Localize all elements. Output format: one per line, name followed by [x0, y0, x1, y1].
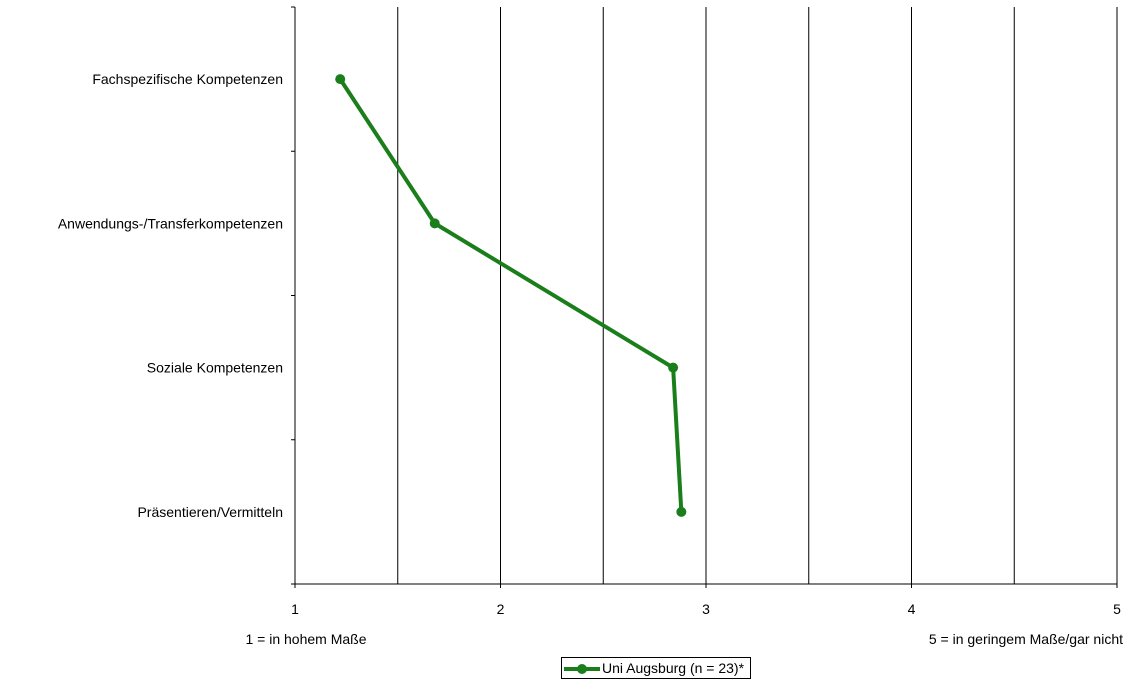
data-point	[335, 74, 346, 85]
x-tick-label: 2	[497, 601, 505, 617]
legend: Uni Augsburg (n = 23)*	[561, 657, 752, 679]
series-line	[335, 74, 687, 517]
x-tick-labels: 1 2 3 4 5	[291, 601, 1121, 617]
x-tick-label: 3	[702, 601, 710, 617]
legend-label: Uni Augsburg (n = 23)*	[602, 660, 745, 676]
grid-lines	[397, 7, 1118, 584]
x-min-label: 1 = in hohem Maße	[245, 631, 366, 647]
category-labels: Fachspezifische Kompetenzen Anwendungs-/T…	[58, 71, 283, 520]
axes	[291, 6, 1118, 588]
category-label: Anwendungs-/Transferkompetenzen	[58, 215, 283, 231]
x-max-label: 5 = in geringem Maße/gar nicht	[929, 631, 1123, 647]
x-tick-label: 5	[1113, 601, 1121, 617]
x-tick-label: 4	[908, 601, 916, 617]
category-label: Präsentieren/Vermitteln	[137, 504, 283, 520]
legend-swatch	[564, 661, 600, 675]
data-point	[676, 506, 687, 517]
x-tick-label: 1	[291, 601, 299, 617]
category-label: Fachspezifische Kompetenzen	[92, 71, 283, 87]
data-point	[668, 362, 679, 373]
data-point	[429, 218, 440, 229]
category-label: Soziale Kompetenzen	[147, 360, 283, 376]
series-polyline	[338, 78, 684, 512]
